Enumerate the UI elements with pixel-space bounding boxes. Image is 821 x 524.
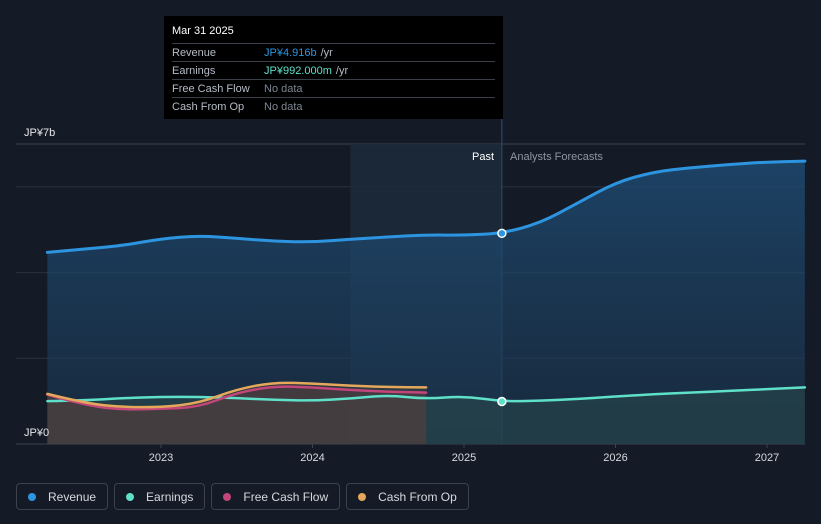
past-label: Past xyxy=(472,151,494,163)
chart-area: JP¥7b JP¥0 Past Analysts Forecasts 2023 2… xyxy=(16,118,807,464)
tooltip-label: Free Cash Flow xyxy=(172,82,250,95)
legend-dot-icon xyxy=(358,492,367,501)
tooltip-unit: /yr xyxy=(320,46,333,59)
legend-item-earnings[interactable]: Earnings xyxy=(114,483,206,510)
tooltip-label: Earnings xyxy=(172,64,216,77)
tooltip-row-cash-from-op: Cash From Op No data xyxy=(172,98,495,115)
tooltip-date: Mar 31 2025 xyxy=(172,24,495,44)
tooltip-label: Revenue xyxy=(172,46,217,59)
tooltip-unit: /yr xyxy=(335,64,349,77)
earnings-marker xyxy=(497,396,507,407)
revenue-line xyxy=(45,159,807,254)
legend-item-cash-from-op[interactable]: Cash From Op xyxy=(346,483,469,510)
revenue-area xyxy=(47,161,805,444)
legend-label: Revenue xyxy=(48,489,97,504)
tooltip-value: JP¥992.000m xyxy=(264,64,332,77)
legend-label: Earnings xyxy=(146,489,194,504)
legend-dot-icon xyxy=(223,492,232,501)
y-axis-bottom-label: JP¥0 xyxy=(24,427,49,439)
tooltip-row-earnings: Earnings JP¥992.000m /yr xyxy=(172,62,495,80)
series-areas xyxy=(47,161,805,444)
x-tick-label: 2026 xyxy=(603,452,627,464)
legend-dot-icon xyxy=(28,492,36,501)
x-tick-label: 2024 xyxy=(300,452,324,464)
earnings-line xyxy=(46,386,807,403)
chart-legend: Revenue Earnings Free Cash Flow Cash Fro… xyxy=(16,483,469,510)
tooltip-row-revenue: Revenue JP¥4.916b /yr xyxy=(172,44,495,62)
revenue-marker xyxy=(497,228,507,239)
tooltip-value: No data xyxy=(264,82,303,95)
legend-label: Cash From Op xyxy=(378,489,457,504)
legend-item-free-cash-flow[interactable]: Free Cash Flow xyxy=(211,483,341,510)
free-cash-flow-area xyxy=(47,386,427,444)
tooltip-value: JP¥4.916b xyxy=(264,46,317,59)
y-axis-top-label: JP¥7b xyxy=(24,127,55,139)
legend-item-revenue[interactable]: Revenue xyxy=(16,483,109,510)
tooltip-row-free-cash-flow: Free Cash Flow No data xyxy=(172,80,495,98)
x-tick-label: 2023 xyxy=(149,452,173,464)
series-lines xyxy=(45,159,807,411)
x-tick-label: 2027 xyxy=(755,452,779,464)
tooltip-value: No data xyxy=(264,100,303,113)
free-cash-flow-line xyxy=(46,385,428,411)
tooltip-label: Cash From Op xyxy=(172,100,245,113)
x-axis-ticks: 2023 2024 2025 2026 2027 xyxy=(149,444,779,464)
cash-from-op-line xyxy=(46,381,428,409)
legend-label: Free Cash Flow xyxy=(243,489,329,504)
forecast-label: Analysts Forecasts xyxy=(510,151,603,163)
hover-markers xyxy=(497,228,507,407)
x-tick-label: 2025 xyxy=(452,452,476,464)
cash-from-op-area xyxy=(47,382,427,444)
legend-dot-icon xyxy=(126,492,135,501)
hover-tooltip: Mar 31 2025 Revenue JP¥4.916b /yr Earnin… xyxy=(164,16,503,119)
